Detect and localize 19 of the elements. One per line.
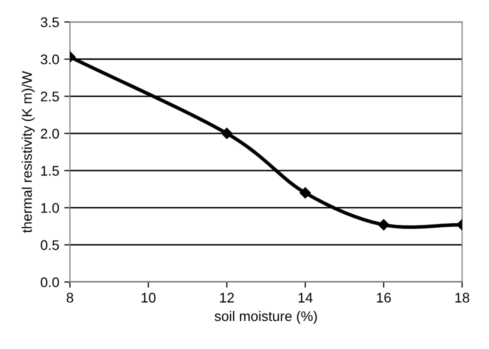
x-axis-title: soil moisture (%) [214,310,317,324]
point [300,187,311,198]
y-tick-label: 2.5 [40,92,59,102]
x-tick-label: 8 [66,292,74,303]
y-tick-label: 0.0 [40,277,59,288]
y-axis-title: thermal resistivity (K m)/W [22,71,35,233]
y-tick-label: 2.0 [40,128,59,139]
y-tick-label: 3.0 [40,54,59,64]
point [378,219,390,230]
y-tick-label: 1.0 [41,203,59,213]
x-tick-label: 10 [142,292,156,303]
x-tick-label: 16 [377,292,391,303]
y-tick-label: 1.5 [41,166,59,176]
y-tick-label: 0.5 [40,240,59,250]
x-tick-label: 18 [455,292,470,303]
point [221,128,232,140]
x-tick-label: 12 [220,292,234,302]
x-tick-label: 14 [298,292,313,302]
y-tick-label: 3.5 [40,17,59,28]
